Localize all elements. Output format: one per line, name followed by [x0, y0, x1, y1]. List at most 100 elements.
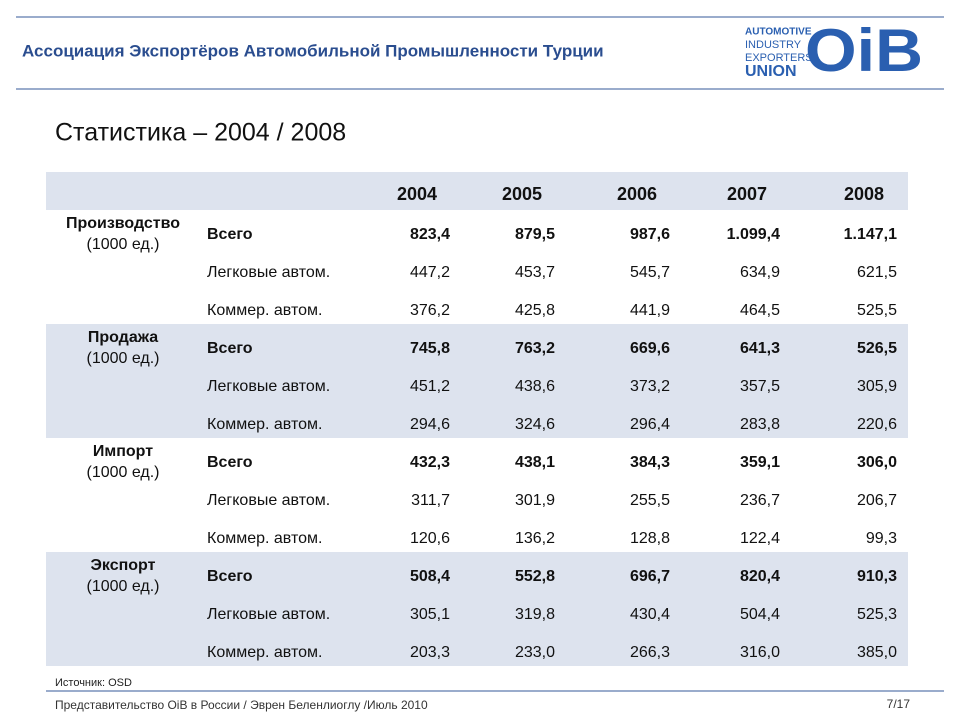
cell-value: 441,9	[630, 302, 670, 319]
source: Источник: OSD	[55, 677, 132, 689]
logo-mark: OiB	[805, 17, 923, 84]
cell-value: 301,9	[515, 492, 555, 509]
cell-value: 283,8	[740, 416, 780, 433]
cell-value: 447,2	[410, 264, 450, 281]
cell-value: 311,7	[411, 492, 450, 509]
cell-value: 376,2	[410, 302, 450, 319]
cell-value: 763,2	[515, 340, 555, 357]
cell-value: 1.147,1	[844, 226, 897, 243]
row-label: Всего	[207, 340, 253, 357]
row-label: Коммер. автом.	[207, 416, 322, 433]
row-label: Легковые автом.	[207, 378, 330, 395]
cell-value: 508,4	[410, 568, 450, 585]
year-header: 2006	[617, 184, 657, 204]
subtitle: Статистика – 2004 / 2008	[55, 119, 346, 147]
cell-value: 621,5	[857, 264, 897, 281]
cell-value: 504,4	[740, 606, 780, 623]
cell-value: 305,1	[410, 606, 450, 623]
cell-value: 120,6	[410, 530, 450, 547]
cell-value: 669,6	[630, 340, 670, 357]
cell-value: 233,0	[515, 644, 555, 661]
logo-line: UNION	[745, 63, 797, 80]
cell-value: 987,6	[630, 226, 670, 243]
cell-value: 526,5	[857, 340, 897, 357]
cell-value: 316,0	[740, 644, 780, 661]
cell-value: 453,7	[515, 264, 555, 281]
cell-value: 206,7	[857, 492, 897, 509]
row-label: Коммер. автом.	[207, 644, 322, 661]
group-unit: (1000 ед.)	[86, 350, 159, 367]
group-unit: (1000 ед.)	[86, 578, 159, 595]
cell-value: 357,5	[740, 378, 780, 395]
logo-line: INDUSTRY	[745, 39, 802, 51]
year-header: 2008	[844, 184, 884, 204]
cell-value: 306,0	[857, 454, 897, 471]
year-header: 2004	[397, 184, 437, 204]
year-header: 2007	[727, 184, 767, 204]
row-label: Всего	[207, 226, 253, 243]
row-label: Всего	[207, 568, 253, 585]
cell-value: 641,3	[740, 340, 780, 357]
cell-value: 552,8	[515, 568, 555, 585]
cell-value: 823,4	[410, 226, 450, 243]
row-label: Коммер. автом.	[207, 302, 322, 319]
cell-value: 451,2	[410, 378, 450, 395]
cell-value: 203,3	[410, 644, 450, 661]
cell-value: 879,5	[515, 226, 555, 243]
cell-value: 220,6	[857, 416, 897, 433]
cell-value: 384,3	[630, 454, 670, 471]
cell-value: 910,3	[857, 568, 897, 585]
group-label: Продажа	[88, 329, 158, 346]
logo-line: AUTOMOTIVE	[745, 27, 812, 38]
group-label: Импорт	[93, 443, 153, 460]
page-number: 7/17	[887, 697, 911, 711]
cell-value: 99,3	[866, 530, 897, 547]
group-band	[46, 552, 908, 666]
cell-value: 438,1	[515, 454, 555, 471]
group-unit: (1000 ед.)	[86, 464, 159, 481]
cell-value: 438,6	[515, 378, 555, 395]
cell-value: 266,3	[630, 644, 670, 661]
cell-value: 745,8	[410, 340, 450, 357]
table-header-band	[46, 172, 908, 210]
cell-value: 324,6	[515, 416, 555, 433]
cell-value: 136,2	[515, 530, 555, 547]
cell-value: 820,4	[740, 568, 780, 585]
group-label: Производство	[66, 215, 180, 232]
cell-value: 305,9	[857, 378, 897, 395]
header-title: Ассоциация Экспортёров Автомобильной Про…	[22, 41, 604, 60]
year-header: 2005	[502, 184, 542, 204]
cell-value: 319,8	[515, 606, 555, 623]
group-band	[46, 324, 908, 438]
row-label: Легковые автом.	[207, 492, 330, 509]
cell-value: 545,7	[630, 264, 670, 281]
row-label: Легковые автом.	[207, 606, 330, 623]
cell-value: 696,7	[630, 568, 670, 585]
table: 2004 2005 2006 2007 2008 Производство (1000 ед…	[46, 184, 908, 666]
logo-line: EXPORTERS'	[745, 52, 815, 64]
logo: AUTOMOTIVE INDUSTRY EXPORTERS' UNION OiB	[745, 17, 923, 84]
cell-value: 294,6	[410, 416, 450, 433]
cell-value: 122,4	[740, 530, 780, 547]
cell-value: 1.099,4	[727, 226, 780, 243]
cell-value: 525,5	[857, 302, 897, 319]
cell-value: 128,8	[630, 530, 670, 547]
cell-value: 432,3	[410, 454, 450, 471]
cell-value: 385,0	[857, 644, 897, 661]
row-label: Всего	[207, 454, 253, 471]
cell-value: 296,4	[630, 416, 670, 433]
cell-value: 236,7	[740, 492, 780, 509]
cell-value: 359,1	[740, 454, 780, 471]
cell-value: 525,3	[857, 606, 897, 623]
group-label: Экспорт	[91, 557, 156, 574]
cell-value: 430,4	[630, 606, 670, 623]
group-unit: (1000 ед.)	[86, 236, 159, 253]
cell-value: 373,2	[630, 378, 670, 395]
cell-value: 634,9	[740, 264, 780, 281]
row-label: Коммер. автом.	[207, 530, 322, 547]
cell-value: 464,5	[740, 302, 780, 319]
row-label: Легковые автом.	[207, 264, 330, 281]
footer-text: Представительство OiB в России / Эврен Б…	[55, 698, 428, 712]
cell-value: 425,8	[515, 302, 555, 319]
